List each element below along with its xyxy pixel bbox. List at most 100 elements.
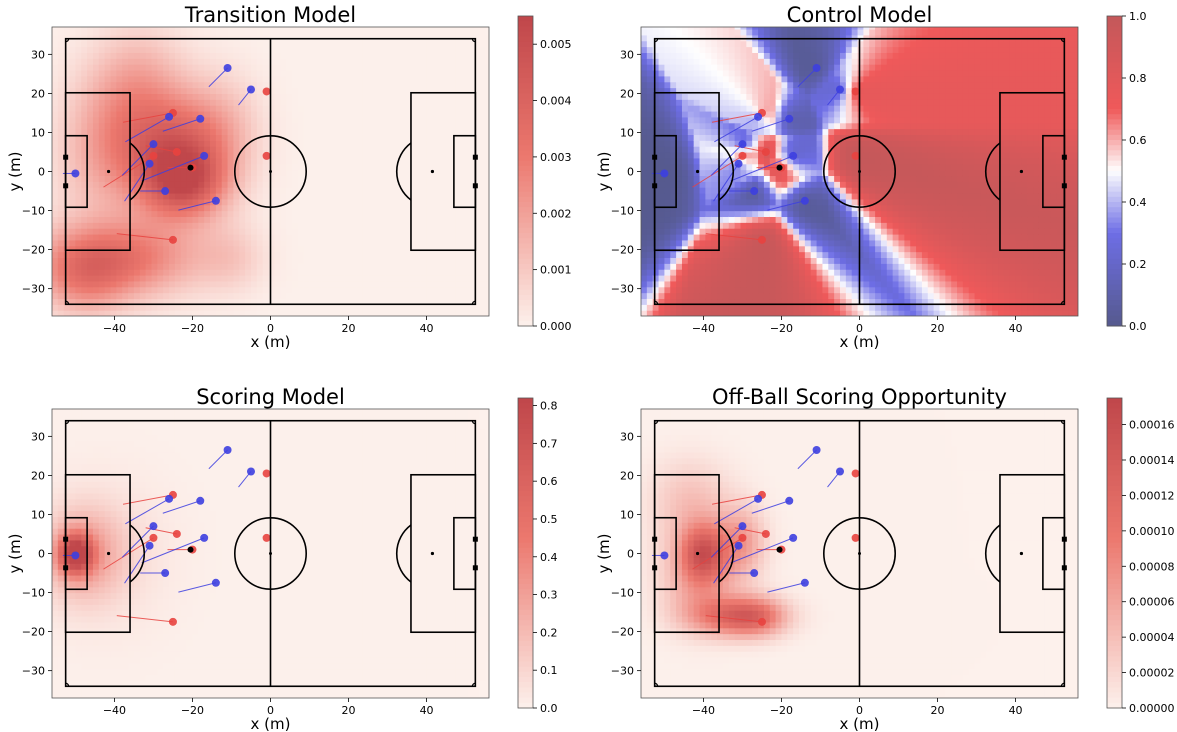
away-player-dot (660, 551, 669, 560)
away-player-dot (785, 114, 794, 123)
home-player-dot (757, 235, 766, 244)
colorbar-tick-label: 0.8 (1129, 72, 1147, 85)
y-tick-label: −10 (611, 205, 634, 218)
x-tick-label: 20 (931, 704, 945, 717)
colorbar-tick-label: 0.001 (540, 264, 572, 277)
colorbar-tick-label: 0.5 (540, 513, 558, 526)
x-tick-label: 20 (342, 322, 356, 335)
home-velocity-arrow (116, 233, 174, 241)
away-player-dot (223, 446, 232, 455)
away-player-dot (161, 569, 170, 578)
away-velocity-arrow (141, 537, 205, 564)
away-player-dot (246, 467, 255, 476)
heatmap-surface (641, 409, 1078, 698)
colorbar: 1.0 0.8 0.6 0.4 0.2 0.0 (1106, 10, 1147, 333)
away-player-dot (754, 112, 763, 121)
away-player-dot (246, 85, 255, 94)
chart-panel-4: Off-Ball Scoring Opportunity −40 −20 0 20 40 3… (595, 385, 1175, 732)
colorbar-tick-label: 0.7 (540, 437, 558, 450)
y-tick-label: 10 (31, 508, 45, 521)
y-tick-label: 30 (31, 48, 45, 61)
colorbar-tick-label: 0.4 (1129, 196, 1147, 209)
colorbar-tick-label: 0.0 (540, 702, 558, 715)
away-player-dot (835, 85, 844, 94)
x-tick-label: −40 (692, 322, 715, 335)
away-player-dot (196, 496, 205, 505)
colorbar-tick-label: 0.000 (540, 320, 572, 333)
away-velocity-arrow (710, 143, 743, 176)
away-player-dot (785, 496, 794, 505)
home-player-dot (262, 469, 271, 478)
away-player-dot (734, 541, 743, 550)
y-tick-label: −20 (611, 626, 634, 639)
away-velocity-arrow (751, 500, 790, 514)
away-player-dot (738, 140, 747, 149)
away-player-dot (196, 114, 205, 123)
away-velocity-arrow (162, 118, 201, 132)
home-player-dot (851, 87, 860, 96)
away-velocity-arrow (178, 582, 216, 593)
away-velocity-arrow (162, 500, 201, 514)
y-tick-label: 20 (31, 87, 45, 100)
away-player-dot (223, 64, 232, 73)
home-velocity-arrow (122, 112, 174, 123)
x-tick-label: −20 (181, 322, 204, 335)
colorbar-tick-label: 0.003 (540, 151, 572, 164)
x-tick-label: −40 (692, 704, 715, 717)
colorbar-tick-label: 0.8 (540, 400, 558, 413)
home-player-dot (851, 469, 860, 478)
y-tick-label: 30 (620, 430, 634, 443)
colorbar-tick-label: 0.6 (540, 475, 558, 488)
away-player-dot (835, 467, 844, 476)
y-tick-label: 10 (31, 126, 45, 139)
colorbar-tick-label: 0.00006 (1129, 596, 1175, 609)
home-player-dot (168, 617, 177, 626)
home-player-dot (262, 151, 271, 160)
away-player-dot (738, 522, 747, 531)
colorbar-tick-label: 0.4 (540, 551, 558, 564)
colorbar-tick-label: 0.1 (540, 664, 558, 677)
home-player-dot (761, 529, 770, 538)
x-tick-label: 0 (267, 704, 274, 717)
x-tick-label: 0 (267, 322, 274, 335)
x-tick-label: −20 (770, 322, 793, 335)
away-player-dot (149, 522, 158, 531)
y-axis-label: y (m) (595, 534, 613, 574)
x-axis-label: x (m) (251, 715, 291, 732)
colorbar-tick-label: 0.00008 (1129, 560, 1175, 573)
home-player-dot (851, 533, 860, 542)
chart-panel-2: Control Model −40 −20 0 20 40 30 20 10 0 −10 −20 −30… (595, 3, 1147, 351)
colorbar-tick-label: 0.00002 (1129, 667, 1175, 680)
y-tick-label: −20 (611, 244, 634, 257)
x-tick-label: 0 (856, 322, 863, 335)
y-tick-label: −20 (22, 244, 45, 257)
y-axis-label: y (m) (595, 152, 613, 192)
y-tick-label: 20 (31, 469, 45, 482)
y-tick-label: 30 (31, 430, 45, 443)
colorbar-tick-label: 0.00012 (1129, 489, 1175, 502)
away-velocity-arrow (713, 163, 739, 202)
away-velocity-arrow (751, 118, 790, 132)
away-velocity-arrow (125, 116, 170, 143)
y-axis-label: y (m) (6, 152, 24, 192)
heatmap-surface (52, 409, 489, 698)
away-player-dot (812, 64, 821, 73)
colorbar-tick-label: 0.2 (540, 626, 558, 639)
away-velocity-arrow (767, 582, 805, 593)
colorbar-tick-label: 0.2 (1129, 258, 1147, 271)
away-player-dot (161, 187, 170, 196)
home-player-dot (262, 533, 271, 542)
y-tick-label: −30 (611, 283, 634, 296)
colorbar: 0.8 0.7 0.6 0.5 0.4 0.3 0.2 0.1 0.0 (517, 397, 558, 715)
home-velocity-arrow (705, 615, 763, 623)
x-tick-label: −20 (770, 704, 793, 717)
home-player-dot (149, 151, 158, 160)
away-player-dot (800, 196, 809, 205)
home-player-dot (149, 533, 158, 542)
home-player-dot (168, 235, 177, 244)
home-velocity-arrow (692, 537, 743, 570)
colorbar-tick-label: 0.0 (1129, 320, 1147, 333)
colorbar-tick-label: 0.00014 (1129, 454, 1175, 467)
y-tick-label: −10 (22, 587, 45, 600)
